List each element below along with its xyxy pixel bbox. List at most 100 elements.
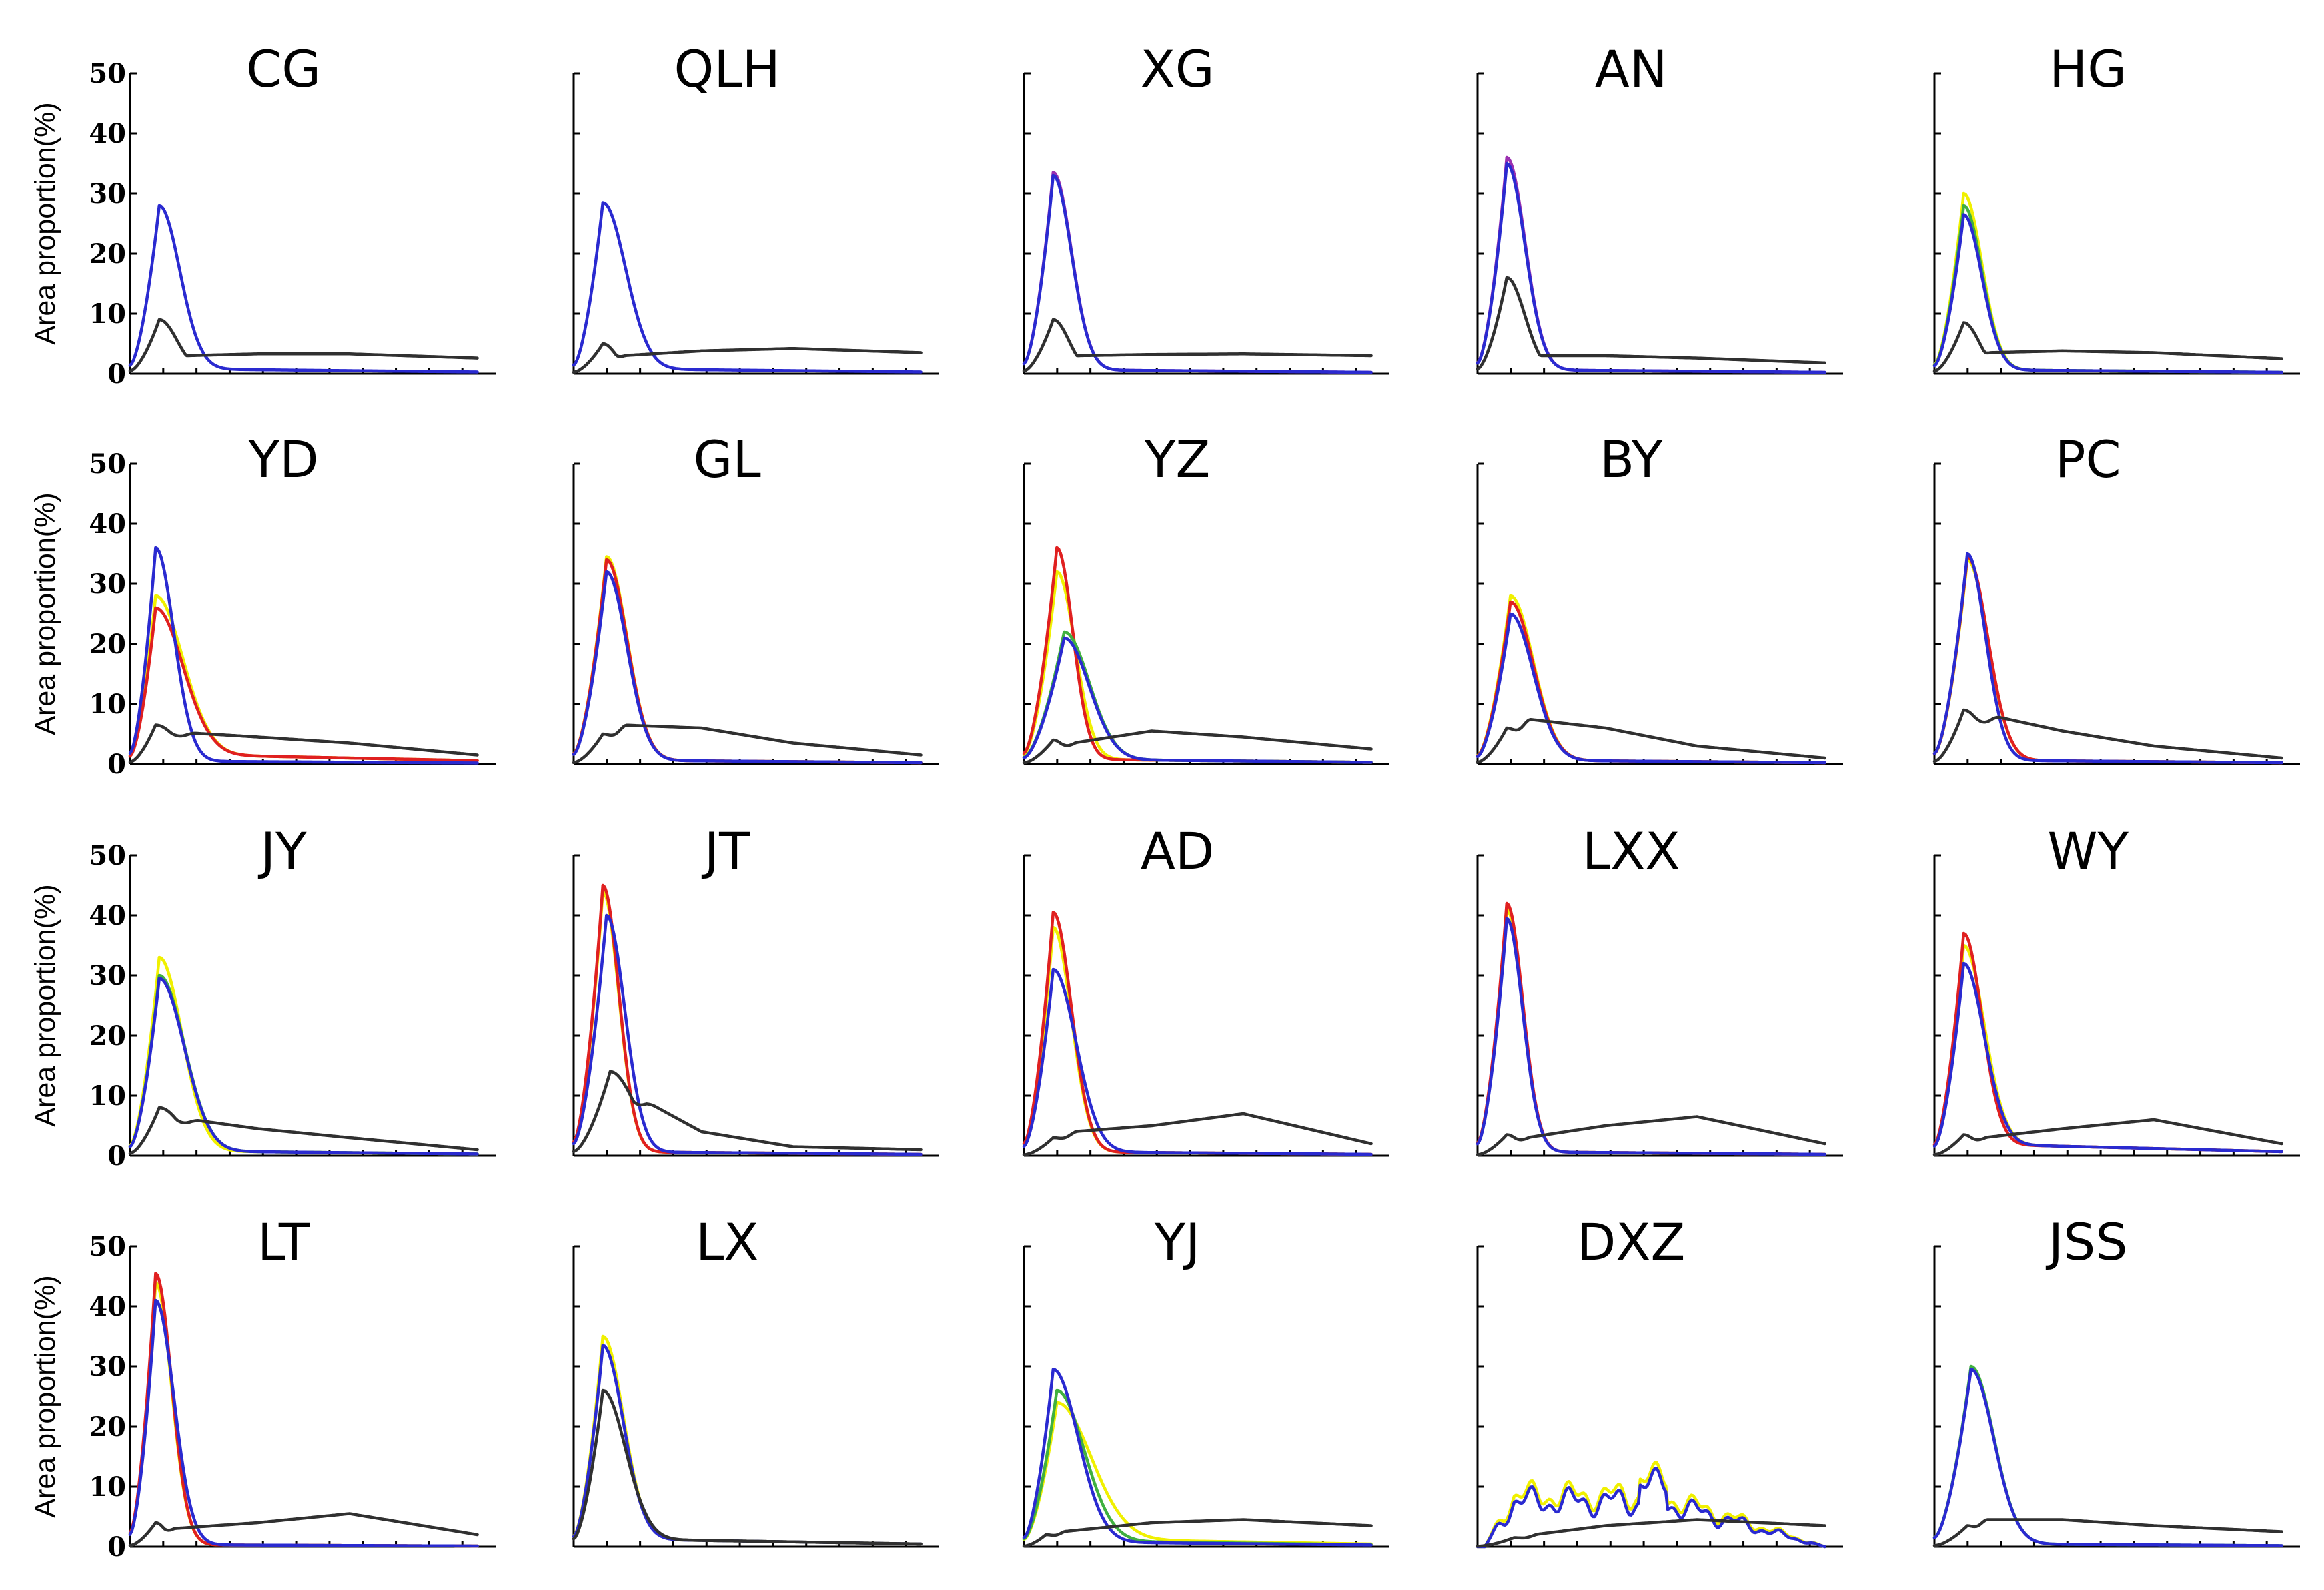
series-black bbox=[1932, 321, 2283, 373]
panel-title: WY bbox=[2047, 821, 2129, 881]
series-purple bbox=[1476, 155, 1826, 374]
y-tick-label: 10 bbox=[89, 689, 126, 720]
series-black bbox=[1932, 1518, 2283, 1547]
series-blue bbox=[128, 204, 479, 374]
series-blue bbox=[1022, 173, 1373, 374]
y-tick-label: 0 bbox=[107, 358, 126, 390]
y-tick-label: 30 bbox=[89, 568, 126, 600]
series-yellow bbox=[1932, 191, 2283, 374]
panel-by: BY bbox=[1476, 430, 1843, 765]
series-black bbox=[1022, 1518, 1373, 1548]
series-blue bbox=[1022, 967, 1373, 1156]
panel-title: AN bbox=[1595, 39, 1668, 99]
series-black bbox=[128, 1106, 479, 1155]
panel-title: JY bbox=[258, 821, 307, 881]
panel-gl: GL bbox=[572, 430, 939, 765]
y-tick-label: 50 bbox=[89, 58, 126, 89]
series-red bbox=[1022, 911, 1373, 1156]
series-green bbox=[1932, 204, 2283, 374]
series-black bbox=[128, 318, 479, 373]
series-yellow bbox=[1476, 1461, 1826, 1549]
y-tick-label: 0 bbox=[107, 1531, 126, 1563]
panel-title: HG bbox=[2049, 39, 2127, 99]
series-yellow bbox=[128, 955, 479, 1156]
panel-title: PC bbox=[2055, 430, 2121, 489]
series-black bbox=[572, 1070, 923, 1153]
y-tick-label: 40 bbox=[89, 900, 126, 931]
y-tick-label: 40 bbox=[89, 508, 126, 540]
y-tick-label: 30 bbox=[89, 178, 126, 210]
y-tick-label: 30 bbox=[89, 1351, 126, 1382]
panel-title: XG bbox=[1141, 39, 1215, 99]
panel-cg: CG 0 10 20 30 40 50 Area proportion(%) bbox=[29, 39, 496, 390]
series-blue bbox=[1932, 961, 2283, 1154]
series-blue bbox=[572, 570, 923, 765]
series-red bbox=[128, 1272, 479, 1548]
series-blue bbox=[572, 913, 923, 1156]
series-blue bbox=[1476, 161, 1826, 374]
series-yellow bbox=[572, 555, 923, 765]
y-tick-label: 40 bbox=[89, 118, 126, 149]
y-tick-label: 40 bbox=[89, 1291, 126, 1322]
y-tick-label: 20 bbox=[89, 1020, 126, 1052]
panel-title: AD bbox=[1141, 821, 1215, 881]
series-yellow bbox=[1932, 558, 2283, 765]
series-red bbox=[572, 558, 923, 765]
panel-lxx: LXX bbox=[1476, 821, 1843, 1157]
series-blue bbox=[1932, 213, 2283, 374]
series-blue bbox=[128, 977, 479, 1156]
panel-qlh: QLH bbox=[572, 39, 939, 375]
series-black bbox=[1476, 1115, 1826, 1156]
series-black bbox=[1932, 708, 2283, 763]
y-tick-label: 50 bbox=[89, 1231, 126, 1262]
panel-ad: AD bbox=[1022, 821, 1389, 1157]
panel-title: LT bbox=[257, 1212, 310, 1272]
series-red bbox=[1476, 901, 1826, 1156]
y-tick-label: 50 bbox=[89, 840, 126, 871]
series-black bbox=[1932, 1118, 2283, 1156]
series-red bbox=[1022, 546, 1373, 764]
panel-title: YD bbox=[248, 430, 319, 489]
panel-title: BY bbox=[1600, 430, 1663, 489]
panel-xg: XG bbox=[1022, 39, 1389, 375]
y-tick-label: 20 bbox=[89, 1411, 126, 1443]
series-black bbox=[572, 1388, 923, 1546]
series-blue bbox=[1476, 917, 1826, 1156]
series-blue bbox=[1476, 612, 1826, 765]
panel-jy: JY 0 10 20 30 40 50 Area proportion(%) bbox=[29, 821, 496, 1172]
y-tick-label: 20 bbox=[89, 238, 126, 270]
series-blue bbox=[128, 1298, 479, 1548]
panel-title: CG bbox=[246, 39, 321, 99]
series-blue bbox=[128, 546, 479, 765]
series-black bbox=[1022, 1112, 1373, 1156]
panel-title: GL bbox=[694, 430, 761, 489]
panel-jss: JSS bbox=[1932, 1212, 2300, 1548]
series-red bbox=[128, 606, 479, 763]
y-axis-label: Area proportion(%) bbox=[29, 1275, 61, 1517]
y-tick-label: 30 bbox=[89, 960, 126, 991]
series-black bbox=[1022, 729, 1373, 765]
panel-jt: JT bbox=[572, 821, 939, 1157]
series-blue bbox=[1022, 1368, 1373, 1547]
y-axis-label: Area proportion(%) bbox=[29, 492, 61, 735]
panel-wy: WY bbox=[1932, 821, 2300, 1157]
panel-yz: YZ bbox=[1022, 430, 1389, 765]
series-black bbox=[128, 723, 479, 764]
y-tick-label: 10 bbox=[89, 1471, 126, 1503]
panel-title: DXZ bbox=[1577, 1212, 1686, 1272]
panel-title: QLH bbox=[674, 39, 780, 99]
series-blue bbox=[1932, 1368, 2283, 1547]
series-black bbox=[572, 723, 923, 765]
panel-lt: LT 0 10 20 30 40 50 Area proportion(%) bbox=[29, 1212, 496, 1563]
y-tick-label: 50 bbox=[89, 448, 126, 480]
y-axis-label: Area proportion(%) bbox=[29, 884, 61, 1126]
y-axis-label: Area proportion(%) bbox=[29, 102, 61, 344]
series-black bbox=[1476, 717, 1826, 764]
y-tick-label: 10 bbox=[89, 298, 126, 330]
panel-lx: LX bbox=[572, 1212, 939, 1548]
panel-title: YZ bbox=[1144, 430, 1211, 489]
series-blue bbox=[572, 201, 923, 374]
series-green bbox=[128, 973, 479, 1156]
y-tick-label: 20 bbox=[89, 629, 126, 660]
